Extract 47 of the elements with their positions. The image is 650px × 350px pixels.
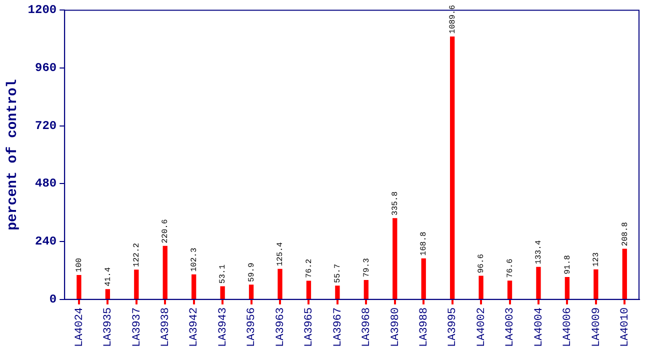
x-tick-label: LA4004 bbox=[533, 307, 546, 348]
x-tick-label: LA3937 bbox=[131, 307, 144, 348]
data-label: 79.3 bbox=[362, 258, 372, 278]
x-tick-label: LA4010 bbox=[620, 307, 632, 348]
data-label: 208.8 bbox=[620, 222, 630, 246]
x-tick-label: LA3980 bbox=[390, 307, 402, 348]
data-label: 96.6 bbox=[477, 254, 486, 274]
y-tick-label: 240 bbox=[34, 234, 57, 249]
y-tick-label: 720 bbox=[34, 118, 57, 133]
x-tick-label: LA4006 bbox=[562, 307, 574, 348]
x-tick-label: LA3943 bbox=[217, 307, 230, 348]
x-tick-label: LA4002 bbox=[476, 307, 488, 348]
data-label: 125.4 bbox=[276, 242, 286, 266]
x-tick-label: LA3963 bbox=[274, 307, 287, 348]
x-tick-label: LA4003 bbox=[504, 307, 517, 348]
y-tick-label: 1200 bbox=[28, 3, 57, 18]
y-tick-label: 0 bbox=[49, 292, 57, 306]
x-tick-label: LA3967 bbox=[332, 307, 344, 348]
data-label: 41.4 bbox=[104, 267, 113, 286]
x-tick-label: LA3995 bbox=[447, 307, 460, 348]
data-label: 123 bbox=[592, 252, 602, 267]
y-axis-title: percent of control bbox=[4, 79, 21, 230]
data-label: 55.7 bbox=[334, 264, 343, 283]
data-label: 1089.6 bbox=[448, 4, 458, 34]
x-tick-label: LA3938 bbox=[160, 307, 172, 348]
data-label: 53.1 bbox=[218, 264, 228, 284]
x-tick-label: LA4024 bbox=[74, 307, 86, 348]
data-label: 76.2 bbox=[304, 258, 314, 278]
data-label: 59.9 bbox=[247, 262, 256, 282]
data-label: 91.8 bbox=[563, 254, 572, 274]
data-label: 220.6 bbox=[161, 219, 170, 244]
x-tick-label: LA3956 bbox=[246, 307, 258, 348]
y-tick-label: 480 bbox=[34, 176, 57, 191]
data-label: 76.6 bbox=[506, 258, 515, 278]
x-tick-label: LA3935 bbox=[102, 307, 115, 348]
data-label: 100 bbox=[75, 258, 84, 272]
x-tick-label: LA3968 bbox=[361, 307, 374, 348]
x-tick-label: LA3942 bbox=[188, 307, 201, 348]
x-tick-label: LA3965 bbox=[304, 307, 316, 348]
data-label: 335.8 bbox=[391, 191, 400, 216]
data-label: 102.3 bbox=[190, 248, 199, 272]
data-label: 122.2 bbox=[132, 242, 142, 267]
data-label: 168.8 bbox=[420, 232, 429, 256]
data-label: 133.4 bbox=[534, 240, 544, 264]
x-tick-label: LA3988 bbox=[418, 307, 431, 348]
x-tick-label: LA4009 bbox=[590, 307, 603, 348]
y-tick-label: 960 bbox=[34, 61, 57, 76]
